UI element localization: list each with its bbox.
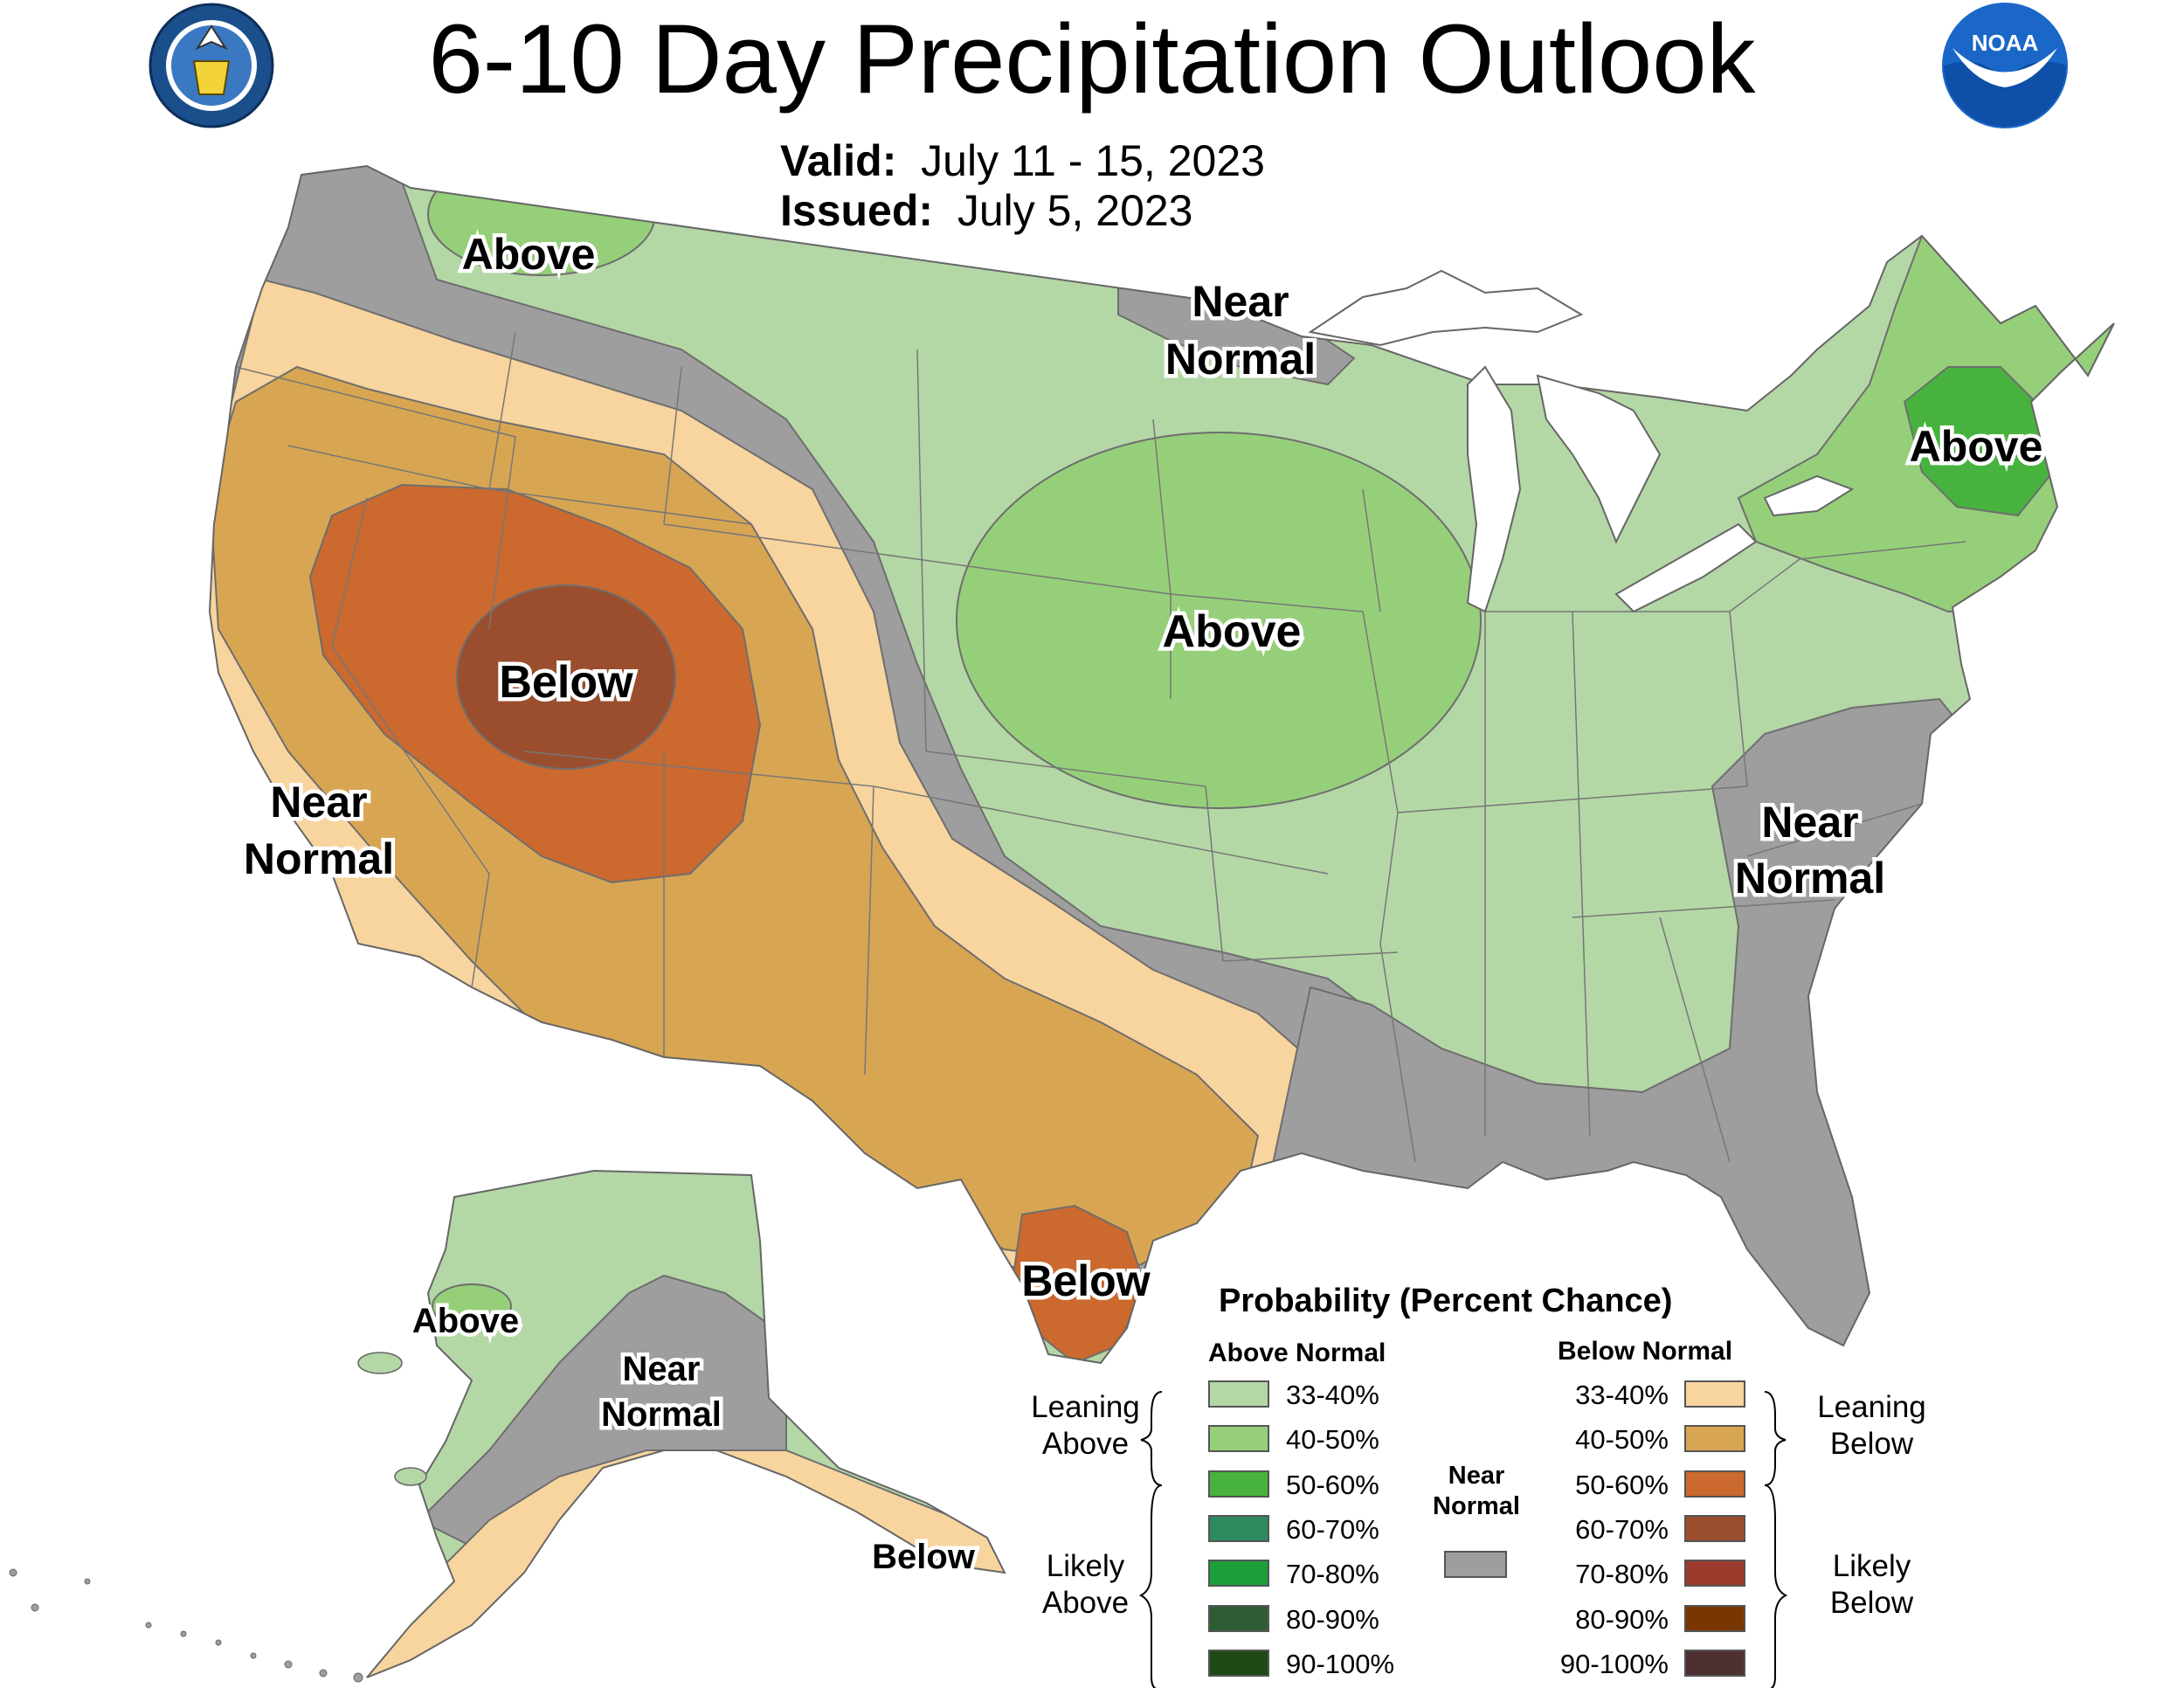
legend-below-range-0: 33-40%: [1575, 1380, 1669, 1410]
legend-below-swatch-3: [1684, 1514, 1745, 1542]
leaning-below-line2: Below: [1829, 1427, 1914, 1461]
label-below-great-basin: Below: [499, 657, 633, 708]
noaa-logo-text: NOAA: [1972, 30, 2039, 56]
legend-below-range-2: 50-60%: [1575, 1469, 1669, 1500]
label-above-alaska: Above: [412, 1302, 519, 1340]
legend-below-swatch-0: [1684, 1380, 1745, 1408]
legend-above-swatch-1: [1208, 1425, 1269, 1453]
legend-likely-above: Likely Above: [1005, 1548, 1166, 1622]
alaska-islands-west: [357, 1352, 427, 1486]
aleutian-islands: [9, 1568, 363, 1683]
legend-likely-below: Likely Below: [1791, 1548, 1952, 1622]
label-above-northeast: Above: [1910, 422, 2043, 471]
valid-label: Valid:: [780, 136, 897, 185]
legend-below-range-3: 60-70%: [1575, 1513, 1669, 1545]
legend-above-range-4: 70-80%: [1286, 1559, 1379, 1590]
map-labels: Above Near Normal Above Above Below Near…: [239, 226, 2047, 1581]
valid-dates: Valid: July 11 - 15, 2023: [780, 135, 1265, 186]
legend-below-range-4: 70-80%: [1575, 1559, 1669, 1590]
lake-huron: [1536, 374, 1662, 544]
label-near-southeast-1: Near: [1761, 798, 1858, 847]
label-near-upper-2: Normal: [1165, 335, 1316, 384]
legend-below-swatch-4: [1684, 1560, 1745, 1588]
legend-below-swatch-5: [1684, 1604, 1745, 1632]
legend-below-header: Below Normal: [1558, 1337, 1733, 1366]
legend-above-swatch-5: [1208, 1604, 1269, 1632]
legend-near-normal-swatch: [1444, 1551, 1507, 1578]
label-near-upper-1: Near: [1192, 277, 1289, 326]
great-lakes: [1308, 269, 1855, 613]
label-near-west-1: Near: [270, 778, 367, 827]
leaning-above-line2: Above: [1041, 1427, 1130, 1461]
below-60-70-region: [456, 585, 676, 770]
issued-label: Issued:: [780, 186, 934, 235]
legend-above-swatch-2: [1208, 1470, 1269, 1498]
legend-above-swatch-3: [1208, 1514, 1269, 1542]
noaa-logo: NOAA: [1942, 3, 2068, 128]
leaning-above-line1: Leaning: [1031, 1390, 1140, 1424]
legend-above-range-6: 90-100%: [1286, 1648, 1395, 1679]
label-above-northwest: Above: [462, 230, 596, 279]
legend-leaning-above: Leaning Above: [1005, 1389, 1166, 1463]
legend-above-swatch-0: [1208, 1380, 1269, 1408]
legend-above-range-5: 80-90%: [1286, 1603, 1379, 1635]
legend-below-range-6: 90-100%: [1559, 1648, 1669, 1679]
label-near-southeast-2: Normal: [1735, 854, 1885, 903]
legend-below-swatch-1: [1684, 1425, 1745, 1453]
likely-above-line1: Likely: [1046, 1549, 1125, 1583]
legend-below-range-5: 80-90%: [1575, 1603, 1669, 1635]
leaning-below-line1: Leaning: [1817, 1390, 1926, 1424]
legend-title: Probability (Percent Chance): [1219, 1283, 1673, 1319]
label-near-alaska-1: Near: [623, 1350, 701, 1388]
likely-below-line1: Likely: [1832, 1549, 1911, 1583]
legend-below-swatch-6: [1684, 1649, 1745, 1677]
lake-superior: [1308, 269, 1584, 347]
lake-ontario: [1763, 474, 1855, 517]
label-near-west-2: Normal: [244, 834, 394, 883]
legend-above-range-0: 33-40%: [1286, 1380, 1379, 1410]
legend-above-swatch-4: [1208, 1560, 1269, 1588]
legend-above-range-3: 60-70%: [1286, 1513, 1379, 1545]
legend-above-range-1: 40-50%: [1286, 1424, 1379, 1456]
legend-above-range-2: 50-60%: [1286, 1469, 1379, 1500]
conus-outline: [208, 164, 2115, 1365]
lake-erie: [1614, 522, 1758, 613]
alaska-outline: [366, 1169, 1006, 1678]
state-boundaries: [235, 331, 1966, 1163]
legend-below-range-1: 40-50%: [1575, 1424, 1669, 1456]
lake-michigan: [1466, 365, 1522, 613]
legend-above-swatch-6: [1208, 1649, 1269, 1677]
issued-date: Issued: July 5, 2023: [780, 185, 1193, 236]
label-near-alaska-2: Normal: [601, 1395, 722, 1434]
likely-below-line2: Below: [1829, 1586, 1914, 1620]
commerce-seal-logo: [149, 3, 274, 128]
page-title: 6-10 Day Precipitation Outlook: [428, 4, 1756, 114]
legend-leaning-below: Leaning Below: [1791, 1389, 1952, 1463]
likely-above-line2: Above: [1041, 1586, 1130, 1620]
label-above-midwest: Above: [1163, 606, 1302, 657]
near-normal-line2: Normal: [1433, 1491, 1520, 1520]
label-below-alaska: Below: [872, 1538, 976, 1576]
label-below-south-texas: Below: [1021, 1256, 1150, 1305]
above-40-50-midwest-region: [956, 432, 1482, 809]
legend-below-swatch-2: [1684, 1470, 1745, 1498]
valid-value: July 11 - 15, 2023: [921, 136, 1265, 185]
above-40-50-alaska-region: [432, 1283, 512, 1329]
issued-value: July 5, 2023: [957, 186, 1193, 235]
legend-above-header: Above Normal: [1208, 1339, 1386, 1367]
near-normal-line1: Near: [1448, 1462, 1505, 1490]
legend-near-normal: Near Normal: [1433, 1461, 1520, 1522]
